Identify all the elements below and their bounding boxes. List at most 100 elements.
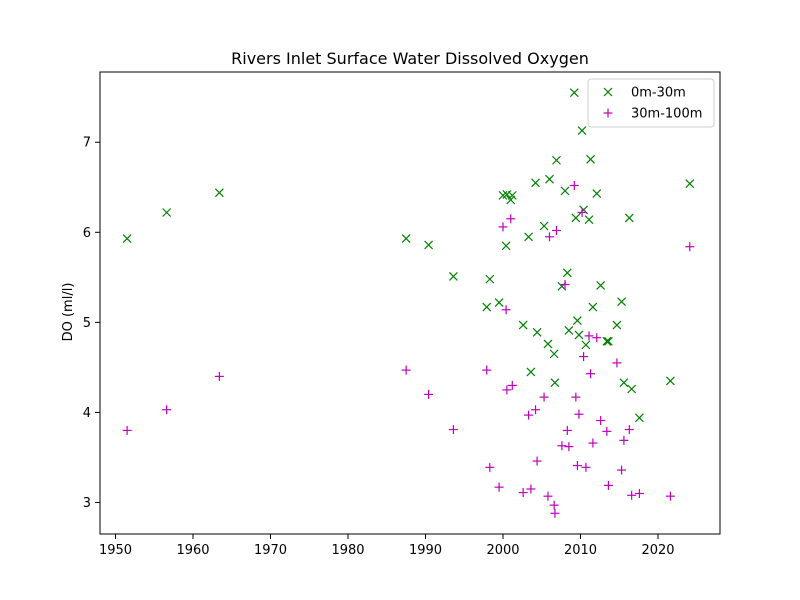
y-tick-label: 4 <box>83 406 91 421</box>
data-point <box>581 340 591 350</box>
chart-title: Rivers Inlet Surface Water Dissolved Oxy… <box>231 49 589 68</box>
x-tick-label: 1990 <box>409 543 442 558</box>
x-tick-label: 1980 <box>331 543 364 558</box>
data-point <box>634 413 644 423</box>
data-point <box>564 326 574 335</box>
data-point <box>507 380 517 390</box>
legend-box <box>587 78 715 128</box>
data-point <box>569 180 579 190</box>
data-point <box>498 222 508 232</box>
data-point <box>448 272 458 281</box>
data-point <box>592 333 602 343</box>
data-point <box>588 438 598 448</box>
data-point <box>603 480 613 490</box>
data-point <box>685 242 695 252</box>
data-point <box>588 302 598 312</box>
data-point <box>424 240 434 250</box>
data-point <box>424 389 434 399</box>
data-point <box>596 416 606 426</box>
data-point <box>550 508 560 518</box>
data-point <box>485 462 495 472</box>
data-point <box>543 491 553 501</box>
x-tick-label: 2000 <box>486 543 519 558</box>
data-point <box>579 352 589 362</box>
data-point <box>162 405 172 415</box>
data-point <box>531 178 540 188</box>
plot-frame <box>99 71 721 535</box>
data-point <box>518 488 528 498</box>
data-point <box>518 320 528 330</box>
data-point <box>619 435 629 445</box>
series-layer <box>122 88 695 518</box>
data-point <box>501 305 511 315</box>
data-point <box>612 358 622 368</box>
data-point <box>543 339 553 349</box>
data-point <box>524 410 534 420</box>
data-point <box>584 215 594 225</box>
data-point <box>122 234 132 244</box>
data-point <box>612 320 622 330</box>
data-point <box>162 208 172 217</box>
data-point <box>586 154 595 164</box>
data-point <box>401 234 411 244</box>
data-point <box>685 179 695 189</box>
data-point <box>501 241 511 251</box>
series-0 <box>122 88 695 423</box>
data-point <box>494 298 504 307</box>
y-tick-label: 7 <box>83 136 91 151</box>
data-point <box>577 126 587 135</box>
data-point <box>560 280 570 290</box>
y-tick-label: 5 <box>83 316 91 331</box>
data-point <box>549 500 559 510</box>
data-point <box>551 226 561 236</box>
data-point <box>665 491 675 501</box>
data-point <box>557 441 567 451</box>
data-point <box>506 214 516 224</box>
data-point <box>596 281 606 290</box>
data-point <box>572 316 582 325</box>
data-point <box>214 371 224 381</box>
data-point <box>550 378 560 388</box>
data-point <box>627 490 637 500</box>
data-point <box>482 365 492 375</box>
data-point <box>627 384 637 394</box>
data-point <box>564 442 574 452</box>
data-point <box>571 392 581 402</box>
data-point <box>624 425 634 435</box>
data-point <box>602 426 612 436</box>
x-axis: 1950 1960 1970 1980 1990 2000 2010 2020 <box>99 534 675 558</box>
data-point <box>574 330 584 340</box>
data-point <box>482 302 492 312</box>
data-point <box>602 336 612 346</box>
data-point <box>539 221 549 231</box>
data-point <box>485 274 495 284</box>
legend-marker <box>603 108 613 118</box>
data-point <box>665 376 675 386</box>
data-point <box>539 392 549 402</box>
x-tick-label: 2010 <box>564 543 597 558</box>
x-tick-label: 2020 <box>641 543 674 558</box>
data-point <box>571 213 581 223</box>
data-point <box>584 331 594 341</box>
data-point <box>545 232 554 242</box>
y-axis: 3 4 5 6 7 <box>83 136 100 511</box>
x-tick-label: 1950 <box>99 543 132 558</box>
data-point <box>560 186 570 196</box>
data-point <box>122 425 132 435</box>
data-point <box>619 378 629 388</box>
data-point <box>524 232 533 242</box>
data-point <box>574 409 584 419</box>
data-point <box>545 174 554 184</box>
data-point <box>572 461 582 471</box>
data-point <box>624 213 634 223</box>
y-tick-label: 3 <box>83 496 91 511</box>
data-point <box>577 207 587 217</box>
data-point <box>507 190 517 200</box>
data-point <box>562 268 572 278</box>
legend-label: 0m-30m <box>631 86 686 101</box>
legend-label: 30m-100m <box>631 107 702 122</box>
legend-marker <box>603 87 613 97</box>
legend: 0m-30m 30m-100m <box>587 78 715 128</box>
x-tick-label: 1960 <box>176 543 209 558</box>
